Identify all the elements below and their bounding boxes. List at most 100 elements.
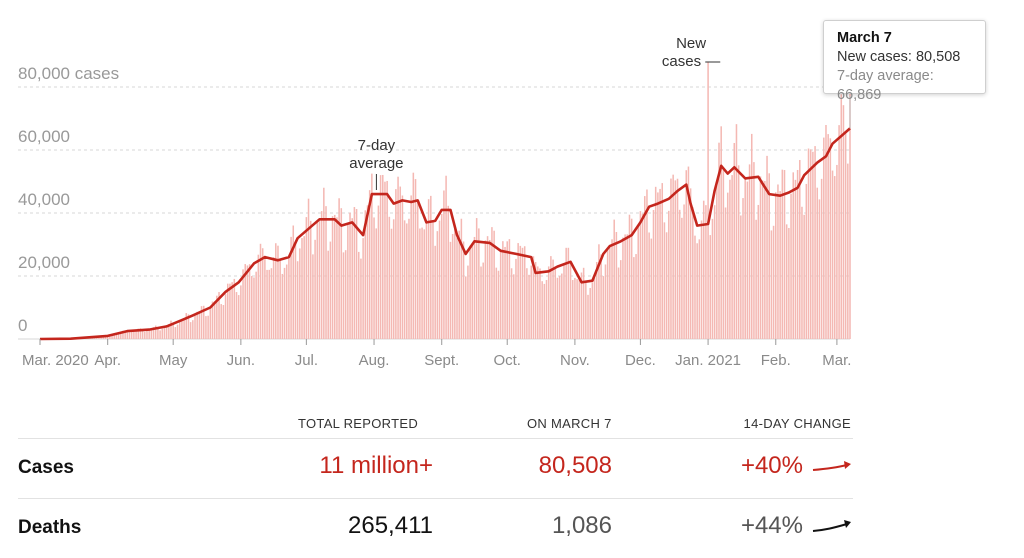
daily-bar xyxy=(758,205,760,339)
daily-bar xyxy=(801,207,803,339)
x-tick-label: May xyxy=(159,352,188,369)
daily-bar xyxy=(360,259,362,339)
daily-bar xyxy=(528,275,530,339)
daily-bar xyxy=(836,165,838,339)
daily-bar xyxy=(637,225,639,339)
cases-label: Cases xyxy=(18,457,74,479)
daily-bar xyxy=(821,179,823,339)
daily-bar xyxy=(220,304,222,339)
daily-bar xyxy=(699,239,701,339)
daily-bar xyxy=(229,284,231,339)
daily-bar xyxy=(841,94,843,339)
daily-bar xyxy=(262,248,264,339)
x-tick-label: Jun. xyxy=(227,352,255,369)
daily-bar xyxy=(264,256,266,339)
daily-bar xyxy=(452,234,454,339)
daily-bar xyxy=(373,217,375,339)
daily-bar xyxy=(378,206,380,339)
daily-bar xyxy=(592,282,594,339)
daily-bar xyxy=(766,156,768,339)
daily-bar xyxy=(723,168,725,339)
daily-bar xyxy=(205,316,207,339)
cases-change: +40% xyxy=(741,452,803,480)
daily-bar xyxy=(574,278,576,339)
x-tick-label: Aug. xyxy=(359,352,390,369)
deaths-row: Deaths 265,411 1,086 +44% xyxy=(18,499,853,558)
daily-bar xyxy=(225,294,227,339)
y-tick-label: 20,000 xyxy=(18,253,70,272)
daily-bar xyxy=(666,232,668,339)
daily-bar xyxy=(685,170,687,339)
daily-bar xyxy=(537,266,539,339)
cases-total: 11 million+ xyxy=(319,452,433,480)
daily-bar xyxy=(439,221,441,339)
daily-bar xyxy=(677,179,679,339)
daily-bar xyxy=(742,198,744,339)
daily-bar xyxy=(710,235,712,339)
daily-bar xyxy=(731,175,733,339)
daily-bar xyxy=(779,191,781,339)
y-tick-label: 40,000 xyxy=(18,190,70,209)
daily-bar xyxy=(548,266,550,339)
daily-bar xyxy=(847,164,849,339)
daily-bar xyxy=(338,198,340,339)
daily-bar xyxy=(607,248,609,339)
daily-bar xyxy=(166,327,168,339)
daily-bar xyxy=(428,199,430,339)
daily-bar xyxy=(696,243,698,339)
daily-bar xyxy=(279,260,281,339)
header-on-date: ON MARCH 7 xyxy=(527,416,612,431)
daily-bar xyxy=(391,229,393,339)
daily-bar xyxy=(194,314,196,339)
daily-bar xyxy=(404,220,406,339)
daily-bar xyxy=(336,217,338,339)
daily-bar xyxy=(367,205,369,339)
daily-bar xyxy=(467,266,469,339)
daily-bar xyxy=(572,280,574,339)
daily-bar xyxy=(399,187,401,339)
daily-bar xyxy=(777,184,779,339)
daily-bar xyxy=(786,224,788,339)
daily-bar xyxy=(341,208,343,339)
daily-bar xyxy=(419,229,421,339)
daily-bar xyxy=(611,239,613,339)
daily-bar xyxy=(744,179,746,339)
daily-bar xyxy=(430,196,432,339)
daily-bar xyxy=(395,189,397,339)
daily-bar xyxy=(306,217,308,339)
daily-bar xyxy=(622,238,624,339)
daily-bar xyxy=(520,246,522,339)
daily-bar xyxy=(640,211,642,339)
daily-bar xyxy=(450,242,452,339)
daily-bar xyxy=(489,240,491,339)
daily-bar xyxy=(506,241,508,339)
daily-bar xyxy=(317,220,319,339)
daily-bar xyxy=(703,201,705,339)
daily-bar xyxy=(504,247,506,339)
daily-bar xyxy=(480,267,482,339)
deaths-total: 265,411 xyxy=(348,512,433,540)
daily-bar xyxy=(570,262,572,339)
daily-bar xyxy=(635,254,637,339)
daily-bar xyxy=(579,280,581,339)
daily-bar xyxy=(384,182,386,339)
annotation-average-label: average xyxy=(349,155,403,172)
daily-bar xyxy=(651,239,653,339)
daily-bar xyxy=(771,230,773,339)
daily-bar xyxy=(613,220,615,339)
daily-bar xyxy=(624,234,626,339)
daily-bar xyxy=(358,252,360,339)
daily-bar xyxy=(832,171,834,339)
daily-bar xyxy=(496,268,498,339)
daily-bar xyxy=(729,180,731,339)
deaths-today: 1,086 xyxy=(552,512,612,540)
daily-bar xyxy=(629,215,631,339)
daily-bar xyxy=(432,222,434,339)
header-14-day-change: 14-DAY CHANGE xyxy=(744,416,851,431)
daily-bar xyxy=(583,268,585,339)
annotation-new-cases-label: cases — xyxy=(662,53,720,70)
daily-bar xyxy=(334,215,336,339)
daily-bar xyxy=(192,320,194,339)
